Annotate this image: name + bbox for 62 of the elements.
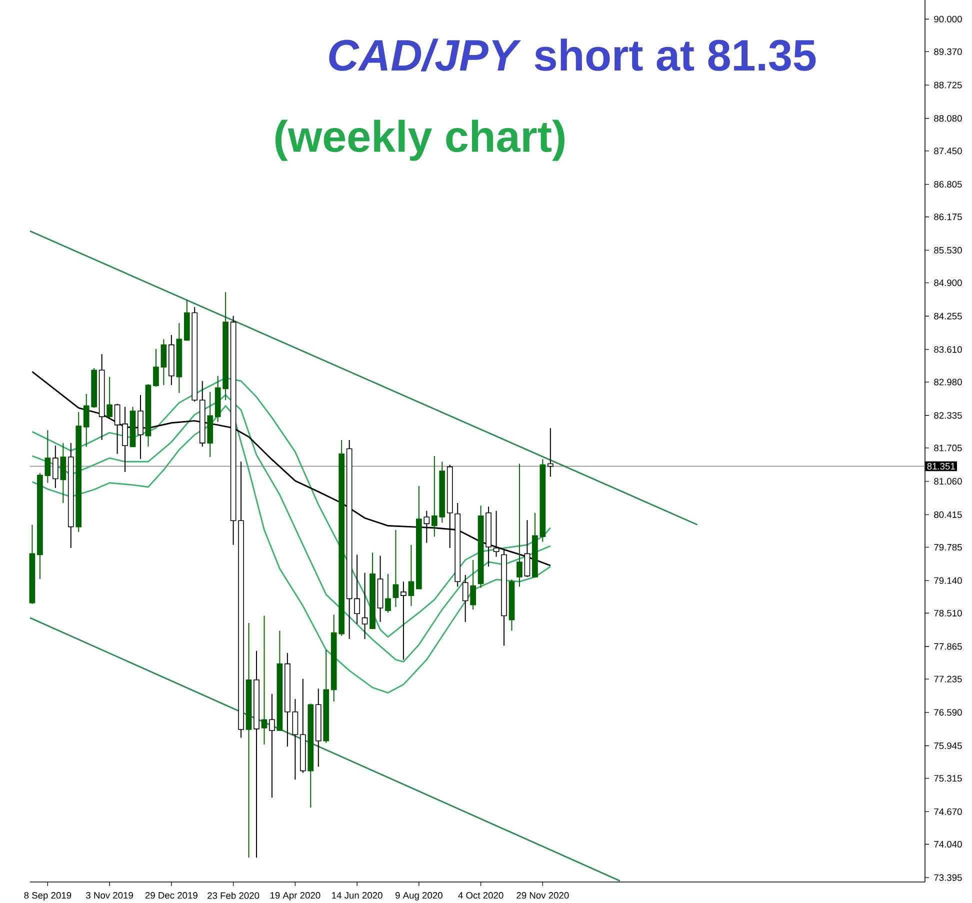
text: CAD/JPY short at 81.35: [329, 38, 816, 72]
y-tick-label: 89.370: [934, 48, 962, 55]
x-tick-label: 8 Sep 2019: [24, 892, 72, 900]
y-tick-label: 86.805: [934, 181, 962, 188]
y-tick-label: 85.530: [934, 246, 962, 254]
candlestick: [269, 693, 275, 798]
x-tick-label: 19 Apr 2020: [270, 892, 320, 900]
y-tick-label: 84.900: [934, 279, 962, 286]
x-tick-label: 14 Jun 2020: [332, 892, 382, 899]
x-tick-label: 3 Nov 2019: [86, 892, 133, 899]
candlestick: [493, 510, 500, 558]
x-tick-label: 29 Nov 2020: [516, 892, 569, 899]
y-tick-label: 73.395: [934, 874, 962, 881]
candlestick: [60, 442, 66, 504]
y-tick-label: 77.865: [934, 643, 962, 650]
y-tick-label: 79.140: [934, 577, 962, 584]
ref-line-label: 81.351: [927, 462, 955, 470]
y-tick-label: 82.980: [934, 378, 962, 386]
y-tick-label: 82.335: [934, 412, 962, 419]
candlestick: [261, 615, 268, 745]
y-tick-label: 78.510: [934, 610, 962, 616]
candlestick: [52, 445, 58, 489]
y-tick-label: 81.060: [934, 478, 962, 485]
y-tick-label: 74.040: [934, 840, 962, 848]
candlestick: [462, 574, 468, 622]
candlestick: [547, 428, 554, 478]
candlestick: [362, 572, 368, 640]
candlestick: [44, 430, 51, 484]
y-tick-label: 79.785: [934, 544, 962, 551]
candlestick: [138, 394, 144, 460]
x-tick-label: 29 Dec 2019: [145, 892, 198, 899]
candlestick: [392, 529, 399, 608]
x-tick-label: 23 Feb 2020: [208, 892, 260, 899]
candlestick: [160, 338, 167, 386]
y-tick-label: 86.175: [934, 214, 962, 220]
y-tick-label: 74.670: [934, 808, 962, 815]
y-tick-label: 75.945: [934, 742, 962, 750]
candlestick: [292, 698, 298, 780]
y-tick-label: 80.415: [934, 511, 962, 518]
y-tick-label: 77.235: [934, 676, 962, 682]
candlestick: [114, 403, 120, 454]
candlestick: [400, 581, 406, 660]
y-tick-label: 88.725: [934, 82, 962, 88]
y-tick-label: 87.450: [934, 148, 962, 154]
candlestick: [153, 348, 159, 388]
y-tick-label: 88.080: [934, 115, 962, 122]
candlestick: [385, 573, 391, 614]
y-tick-label: 90.000: [934, 16, 962, 22]
y-tick-label: 84.255: [934, 312, 962, 320]
x-tick-label: 4 Oct 2020: [458, 892, 504, 899]
y-tick-label: 81.705: [934, 444, 962, 452]
x-tick-label: 9 Aug 2020: [396, 892, 442, 900]
candlestick: [424, 510, 430, 544]
candlestick: [106, 376, 112, 418]
y-tick-label: 83.610: [934, 346, 962, 353]
y-tick-label: 76.590: [934, 709, 962, 716]
candlestick: [408, 544, 414, 606]
y-tick-label: 75.315: [934, 775, 962, 782]
text: (weekly chart): [275, 120, 564, 161]
candlestick: [122, 406, 128, 473]
candlestick: [470, 559, 476, 610]
candlestick: [516, 463, 522, 588]
